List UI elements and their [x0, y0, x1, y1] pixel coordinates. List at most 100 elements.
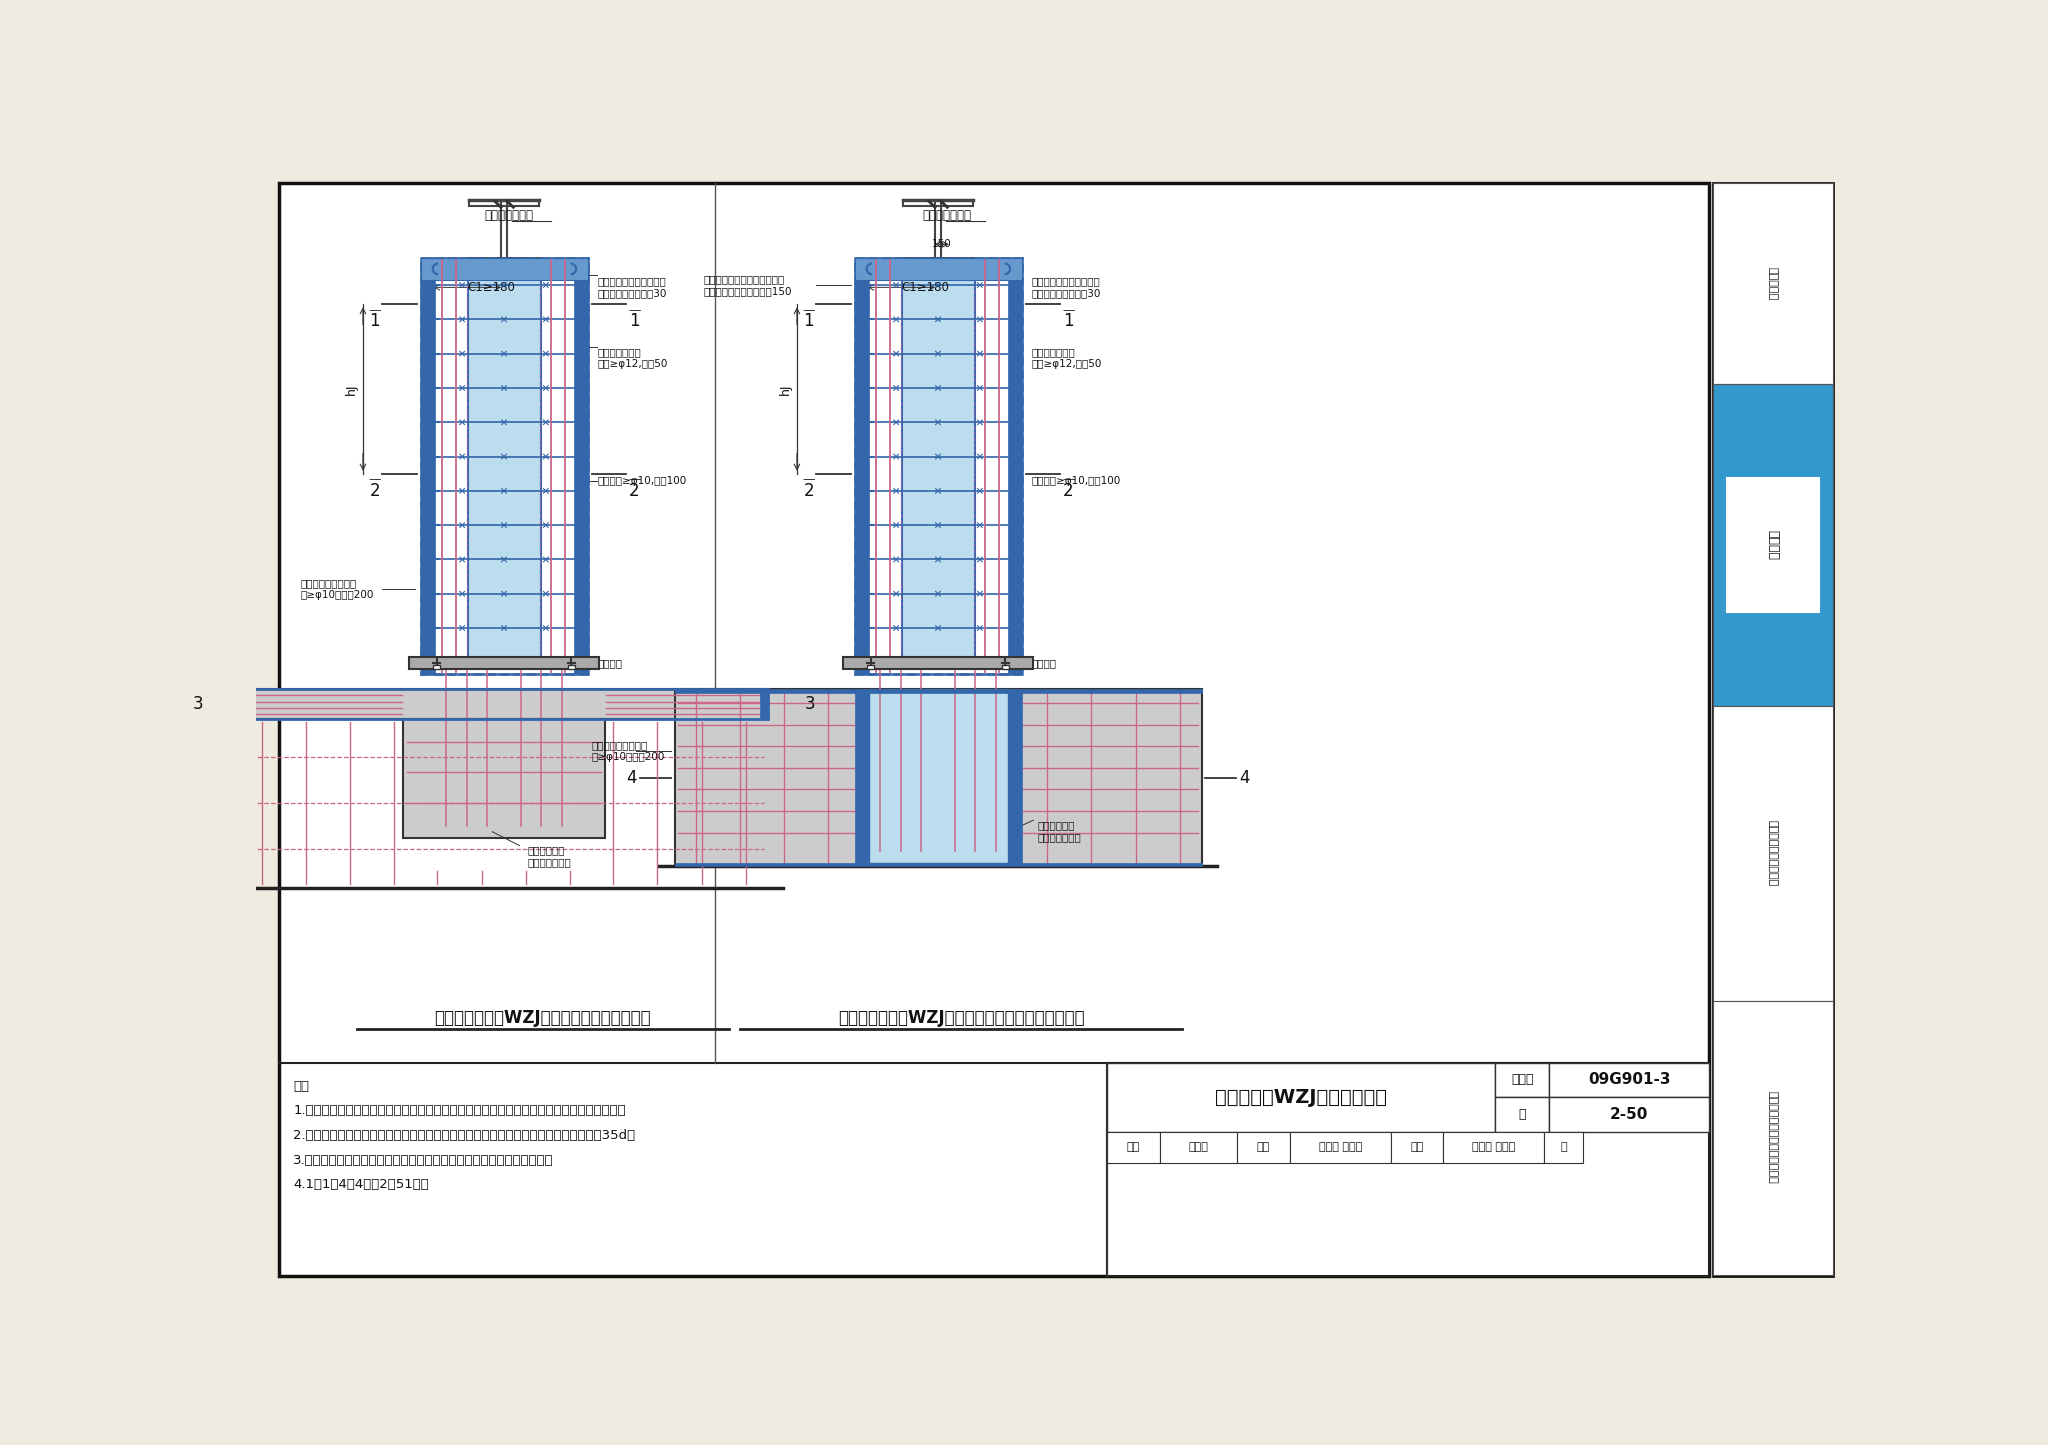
Bar — [1550, 1097, 1710, 1131]
Text: 弯钩水平段位于钢柱外侧时，
应与对侧钢筋的弯钩搭接150: 弯钩水平段位于钢柱外侧时， 应与对侧钢筋的弯钩搭接150 — [705, 275, 793, 296]
Text: 注：: 注： — [293, 1079, 309, 1092]
Bar — [567, 665, 575, 669]
Text: 筏形基础: 筏形基础 — [1765, 530, 1780, 561]
Bar — [1001, 665, 1010, 669]
Bar — [432, 665, 440, 669]
Text: 1: 1 — [629, 312, 639, 331]
Text: 页: 页 — [1520, 1108, 1526, 1121]
Bar — [856, 259, 868, 673]
Bar — [1108, 1131, 1159, 1163]
Bar — [1391, 1131, 1444, 1163]
Text: 4: 4 — [627, 769, 637, 788]
Bar — [1159, 1131, 1237, 1163]
Text: 弯钩末端距钢柱翼缘外表
面或外包矩形砼箍线30: 弯钩末端距钢柱翼缘外表 面或外包矩形砼箍线30 — [598, 276, 666, 298]
Text: 2.柱脚竖向纵筋的箍固，按柱箍筋在基础主梁或基础平板中的箍固构造，纵锚长不小于35d。: 2.柱脚竖向纵筋的箍固，按柱箍筋在基础主梁或基础平板中的箍固构造，纵锚长不小于3… — [293, 1129, 635, 1142]
Bar — [1712, 1001, 1833, 1274]
Bar — [1237, 1131, 1290, 1163]
Bar — [1290, 1131, 1391, 1163]
Bar — [856, 259, 1022, 673]
Text: 2: 2 — [1063, 481, 1073, 500]
Text: 审核: 审核 — [1126, 1143, 1141, 1153]
Bar — [1495, 1097, 1550, 1131]
Bar — [422, 259, 588, 673]
Bar — [868, 689, 1008, 863]
Text: 工形或箱形钢柱: 工形或箱形钢柱 — [922, 210, 971, 223]
Text: 钢柱外包式柱脚WZJ钢筋排布构造（板式筏形基础）: 钢柱外包式柱脚WZJ钢筋排布构造（板式筏形基础） — [838, 1009, 1085, 1027]
Bar — [844, 657, 1034, 669]
Text: 钢柱外包式柱脚WZJ钢筋排布构造（梁板式）: 钢柱外包式柱脚WZJ钢筋排布构造（梁板式） — [434, 1009, 651, 1027]
Text: 弯钩末端距钢柱翼缘外表
面或外包矩形砼箍线30: 弯钩末端距钢柱翼缘外表 面或外包矩形砼箍线30 — [1030, 276, 1100, 298]
Bar — [1008, 259, 1022, 673]
Text: 1: 1 — [803, 312, 813, 331]
Text: 王怀元 于怀元: 王怀元 于怀元 — [1473, 1143, 1516, 1153]
Bar — [240, 689, 248, 718]
Text: 锚栓，其构造
应符合相关要求: 锚栓，其构造 应符合相关要求 — [1036, 821, 1081, 842]
Text: 3: 3 — [193, 695, 203, 712]
Text: —: — — [629, 303, 641, 316]
Bar — [1008, 689, 1022, 863]
Bar — [422, 259, 588, 673]
Text: 筏形基础和地下室结构: 筏形基础和地下室结构 — [1767, 821, 1778, 886]
Bar — [422, 259, 588, 280]
Bar — [856, 689, 868, 863]
Text: 顶部四道加强箍
直径≥φ12,间距50: 顶部四道加强箍 直径≥φ12,间距50 — [598, 347, 668, 368]
Bar — [674, 689, 1202, 867]
Text: 柱脚底板: 柱脚底板 — [598, 657, 623, 668]
Bar — [422, 259, 434, 673]
Bar — [901, 266, 975, 666]
Bar — [1495, 1062, 1550, 1097]
Text: —: — — [803, 474, 815, 487]
Bar — [856, 259, 1022, 280]
Text: 校对: 校对 — [1257, 1143, 1270, 1153]
Text: 3.基础梁底部、顶部纵筋及箍筋构造均应符合本图集中相应的构造要求。: 3.基础梁底部、顶部纵筋及箍筋构造均应符合本图集中相应的构造要求。 — [293, 1153, 553, 1166]
Text: 条形基础、独立基础、桩基承台: 条形基础、独立基础、桩基承台 — [1767, 1091, 1778, 1183]
Text: 黄志刚: 黄志刚 — [1188, 1143, 1208, 1153]
Text: 锚栓，其构造
应符合相关要求: 锚栓，其构造 应符合相关要求 — [526, 845, 571, 867]
Text: 1.钢柱栓钉、加劲肋、支承托座及锚栓等，以及支承托座坐浆找平等要求详见具体工程设计。: 1.钢柱栓钉、加劲肋、支承托座及锚栓等，以及支承托座坐浆找平等要求详见具体工程设… — [293, 1104, 627, 1117]
Text: —: — — [1063, 303, 1075, 316]
Text: hJ: hJ — [778, 383, 793, 394]
Text: 2-50: 2-50 — [1610, 1107, 1649, 1121]
Bar — [410, 657, 600, 669]
Text: 柱脚底板: 柱脚底板 — [1030, 657, 1057, 668]
Text: C1≥180: C1≥180 — [901, 280, 950, 293]
Text: 箍筋直径≥φ10,间距100: 箍筋直径≥φ10,间距100 — [1030, 477, 1120, 487]
Text: 150: 150 — [932, 240, 952, 249]
Bar — [866, 665, 874, 669]
Text: 设计: 设计 — [1411, 1143, 1423, 1153]
Text: —: — — [629, 474, 641, 487]
Bar — [1108, 1062, 1710, 1276]
Text: 4.1－1～4－4详见2－51页。: 4.1－1～4－4详见2－51页。 — [293, 1178, 428, 1191]
Bar — [1444, 1131, 1544, 1163]
Bar — [1726, 477, 1819, 613]
Text: 一般构造筋: 一般构造筋 — [1767, 267, 1778, 301]
Text: —: — — [369, 303, 381, 316]
Text: 1: 1 — [369, 312, 379, 331]
Text: 页: 页 — [1561, 1143, 1567, 1153]
Text: 箍筋直径≥φ10,间距100: 箍筋直径≥φ10,间距100 — [598, 477, 686, 487]
Bar — [1108, 1062, 1495, 1131]
Bar — [1544, 1131, 1583, 1163]
Bar — [674, 863, 1202, 867]
Text: hJ: hJ — [344, 383, 358, 394]
Text: 基础内柱脚箍筋，直
径≥φ10，间距200: 基础内柱脚箍筋，直 径≥φ10，间距200 — [301, 578, 375, 600]
Text: 09G901-3: 09G901-3 — [1587, 1072, 1671, 1087]
Text: C1≥180: C1≥180 — [467, 280, 516, 293]
Text: 基础内柱脚箍筋，直
径≥φ10，间距200: 基础内柱脚箍筋，直 径≥φ10，间距200 — [592, 740, 666, 762]
Bar — [240, 689, 768, 718]
Bar — [1712, 182, 1833, 1276]
Text: 外包式柱脚WZJ钢筋排布构造: 外包式柱脚WZJ钢筋排布构造 — [1214, 1088, 1386, 1107]
Text: —: — — [1063, 474, 1075, 487]
Text: 1: 1 — [1063, 312, 1073, 331]
Text: 图集号: 图集号 — [1511, 1074, 1534, 1087]
Text: 3: 3 — [805, 695, 815, 712]
Bar — [760, 689, 768, 718]
Text: 2: 2 — [803, 481, 813, 500]
Bar — [1712, 707, 1833, 1001]
Bar — [674, 689, 1202, 694]
Text: 顶部四道加强箍
直径≥φ12,间距50: 顶部四道加强箍 直径≥φ12,间距50 — [1030, 347, 1102, 368]
Text: —: — — [369, 474, 381, 487]
Bar — [467, 266, 541, 666]
Text: 4: 4 — [1239, 769, 1249, 788]
Bar — [856, 259, 1022, 673]
